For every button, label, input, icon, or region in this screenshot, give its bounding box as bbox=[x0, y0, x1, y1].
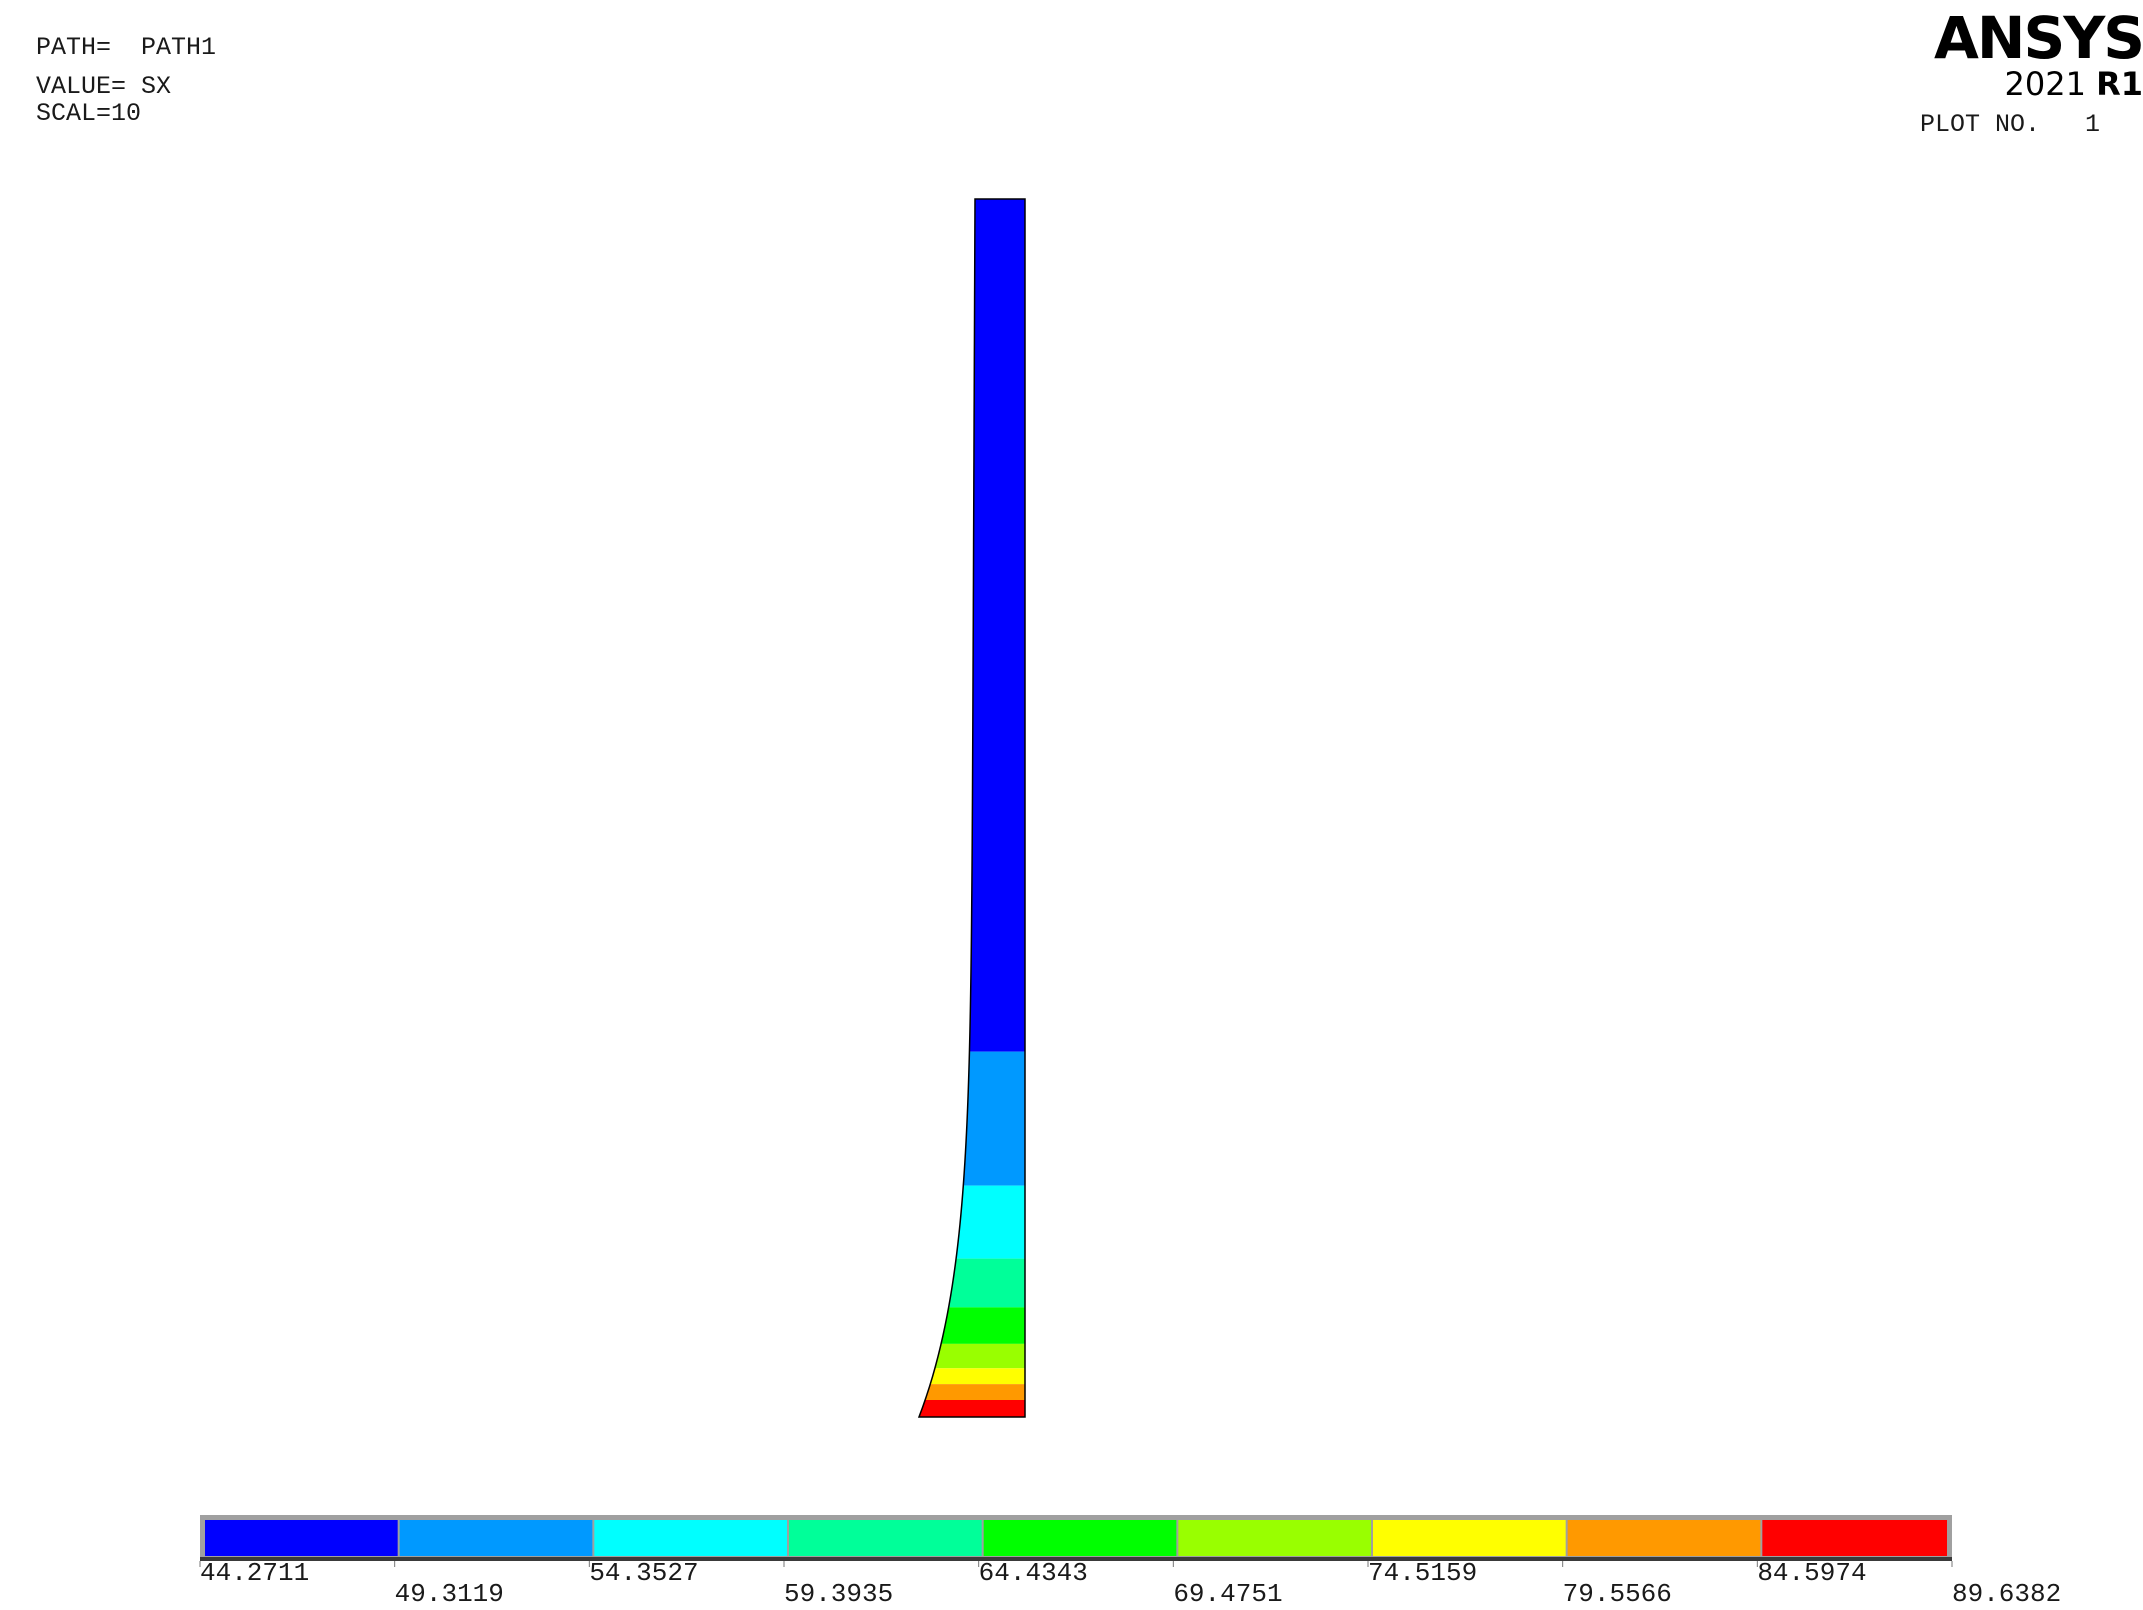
path-segment-4 bbox=[948, 1258, 1025, 1308]
legend-swatch-4 bbox=[789, 1520, 982, 1556]
value-label-line: VALUE= SX bbox=[36, 73, 171, 101]
path-segment-6 bbox=[934, 1343, 1025, 1369]
legend-shadow bbox=[200, 1557, 1952, 1561]
logo-name: ANSYS bbox=[1934, 4, 2143, 72]
legend-swatch-2 bbox=[399, 1520, 593, 1556]
logo-version: 2021 R1 bbox=[1913, 66, 2143, 102]
path-segment-5 bbox=[941, 1307, 1025, 1344]
value-value: SX bbox=[141, 72, 172, 101]
path-segment-2 bbox=[963, 1051, 1025, 1186]
legend-value-6: 69.4751 bbox=[1173, 1579, 1283, 1609]
legend-value-4: 59.3935 bbox=[784, 1579, 894, 1609]
legend-value-10: 89.6382 bbox=[1952, 1579, 2062, 1609]
legend-value-8: 79.5566 bbox=[1562, 1579, 1672, 1609]
logo-year: 2021 bbox=[2004, 65, 2086, 103]
value-label: VALUE= bbox=[36, 72, 127, 101]
path-label-line: PATH= PATH1 bbox=[36, 34, 216, 62]
path-segment-3 bbox=[956, 1185, 1025, 1259]
legend-swatch-8 bbox=[1567, 1520, 1761, 1556]
path-label: PATH= bbox=[36, 33, 112, 62]
path-outline bbox=[917, 198, 1026, 1418]
legend-swatch-9 bbox=[1762, 1520, 1947, 1556]
legend-swatch-5 bbox=[983, 1520, 1177, 1556]
ansys-logo: ANSYS 2021 R1 bbox=[1913, 8, 2143, 102]
legend-value-1: 44.2711 bbox=[200, 1558, 310, 1588]
path-contour-plot bbox=[917, 198, 1026, 1418]
legend-value-2: 49.3119 bbox=[394, 1579, 504, 1609]
legend-value-5: 64.4343 bbox=[978, 1558, 1088, 1588]
path-segment-8 bbox=[925, 1384, 1025, 1400]
plot-number: PLOT NO. 1 bbox=[1920, 110, 2100, 139]
legend-value-9: 84.5974 bbox=[1757, 1558, 1867, 1588]
plot-no-value: 1 bbox=[2085, 110, 2101, 139]
path-segment-1 bbox=[969, 199, 1025, 1052]
path-segment-9 bbox=[919, 1399, 1025, 1417]
contour-legend bbox=[199, 1515, 1953, 1567]
plot-no-label: PLOT NO. bbox=[1920, 110, 2041, 139]
scal-label: SCAL=10 bbox=[36, 99, 142, 128]
logo-release: R1 bbox=[2096, 65, 2143, 103]
legend-value-3: 54.3527 bbox=[589, 1558, 699, 1588]
path-segment-7 bbox=[930, 1368, 1025, 1385]
legend-swatch-6 bbox=[1178, 1520, 1371, 1556]
legend-swatch-3 bbox=[594, 1520, 787, 1556]
legend-value-7: 74.5159 bbox=[1368, 1558, 1478, 1588]
legend-swatch-7 bbox=[1373, 1520, 1566, 1556]
legend-swatch-1 bbox=[205, 1520, 398, 1556]
path-value: PATH1 bbox=[141, 33, 217, 62]
